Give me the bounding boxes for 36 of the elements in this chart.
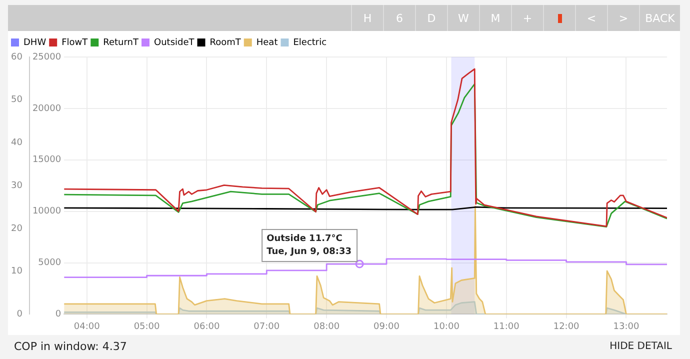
- y-tick-label: 30: [11, 180, 23, 191]
- legend-label: OutsideT: [154, 38, 195, 48]
- x-tick-label: 11:00: [493, 322, 520, 332]
- legend-label: RoomT: [210, 38, 242, 48]
- x-tick-label: 08:00: [314, 322, 340, 332]
- x-tick-label: 10:00: [433, 322, 460, 332]
- y-tick-label: 60: [11, 52, 23, 62]
- x-tick-label: 13:00: [613, 322, 640, 332]
- legend-label: FlowT: [62, 38, 88, 48]
- y-tick-label: 50: [11, 95, 23, 106]
- y2-tick-label: 25000: [32, 52, 62, 62]
- x-tick-label: 05:00: [134, 322, 160, 332]
- text: >: [607, 5, 639, 31]
- y-tick-label: 40: [11, 138, 23, 148]
- x-tick-label: 09:00: [374, 322, 400, 332]
- legend-label: ReturnT: [103, 38, 140, 48]
- text: COP in window: 4.37: [14, 340, 127, 353]
- x-tick-label: 06:00: [194, 322, 220, 332]
- text: +: [511, 5, 543, 31]
- legend-label: Electric: [293, 38, 327, 48]
- y-tick-label: 0: [16, 310, 23, 320]
- y-tick-label: 10: [11, 266, 23, 277]
- annotation: Outside 11.7°C Tue, Jun 9, 08:33: [266, 234, 352, 257]
- x-tick-label: 04:00: [74, 322, 100, 332]
- legend-label: DHW: [24, 38, 46, 48]
- y2-tick-label: 10000: [32, 206, 62, 217]
- text: HIDE DETAIL: [610, 341, 672, 352]
- legend-label: Heat: [256, 38, 278, 48]
- y2-tick-label: 20000: [32, 104, 62, 114]
- x-tick-label: 12:00: [553, 322, 580, 332]
- x-tick-label: 07:00: [254, 322, 280, 332]
- y2-tick-label: 0: [55, 310, 62, 320]
- y2-tick-label: 5000: [38, 258, 62, 268]
- text: <: [575, 5, 607, 31]
- y-tick-label: 20: [11, 224, 23, 234]
- y2-tick-label: 15000: [32, 155, 62, 166]
